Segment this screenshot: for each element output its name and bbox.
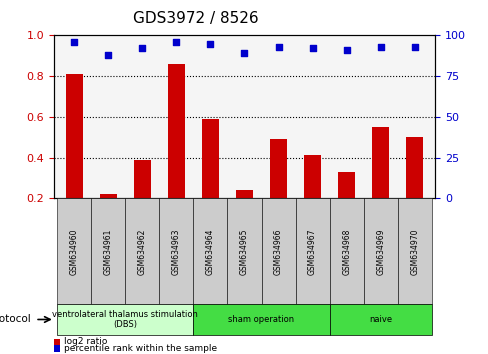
Text: GSM634965: GSM634965	[240, 228, 248, 275]
Point	[206, 41, 214, 46]
Point	[104, 52, 112, 58]
Point	[274, 44, 282, 50]
Bar	[371, 127, 388, 198]
Text: GSM634968: GSM634968	[342, 228, 350, 275]
Point	[172, 39, 180, 45]
Bar	[134, 160, 150, 198]
Bar	[100, 194, 117, 198]
Text: GSM634966: GSM634966	[273, 228, 283, 275]
Bar	[304, 155, 321, 198]
Bar	[65, 74, 82, 198]
Point	[410, 44, 418, 50]
Bar	[202, 119, 219, 198]
Bar	[236, 190, 252, 198]
Text: GDS3972 / 8526: GDS3972 / 8526	[133, 11, 258, 25]
Point	[376, 44, 384, 50]
Bar	[269, 139, 286, 198]
Text: GSM634970: GSM634970	[409, 228, 418, 275]
Text: sham operation: sham operation	[228, 315, 294, 324]
Text: GSM634967: GSM634967	[307, 228, 316, 275]
Point	[240, 51, 248, 56]
Text: naive: naive	[368, 315, 391, 324]
Text: GSM634963: GSM634963	[172, 228, 181, 275]
Bar	[167, 64, 184, 198]
Point	[308, 46, 316, 51]
Text: ventrolateral thalamus stimulation
(DBS): ventrolateral thalamus stimulation (DBS)	[52, 310, 198, 329]
Text: GSM634961: GSM634961	[103, 228, 113, 275]
Text: GSM634962: GSM634962	[138, 228, 146, 275]
Point	[70, 39, 78, 45]
Bar	[406, 137, 423, 198]
Text: percentile rank within the sample: percentile rank within the sample	[63, 344, 216, 353]
Text: GSM634960: GSM634960	[70, 228, 79, 275]
Point	[138, 46, 146, 51]
Text: log2 ratio: log2 ratio	[63, 337, 107, 347]
Text: GSM634964: GSM634964	[205, 228, 215, 275]
Point	[342, 47, 350, 53]
Bar	[338, 172, 354, 198]
Text: GSM634969: GSM634969	[375, 228, 385, 275]
Text: protocol: protocol	[0, 314, 30, 325]
